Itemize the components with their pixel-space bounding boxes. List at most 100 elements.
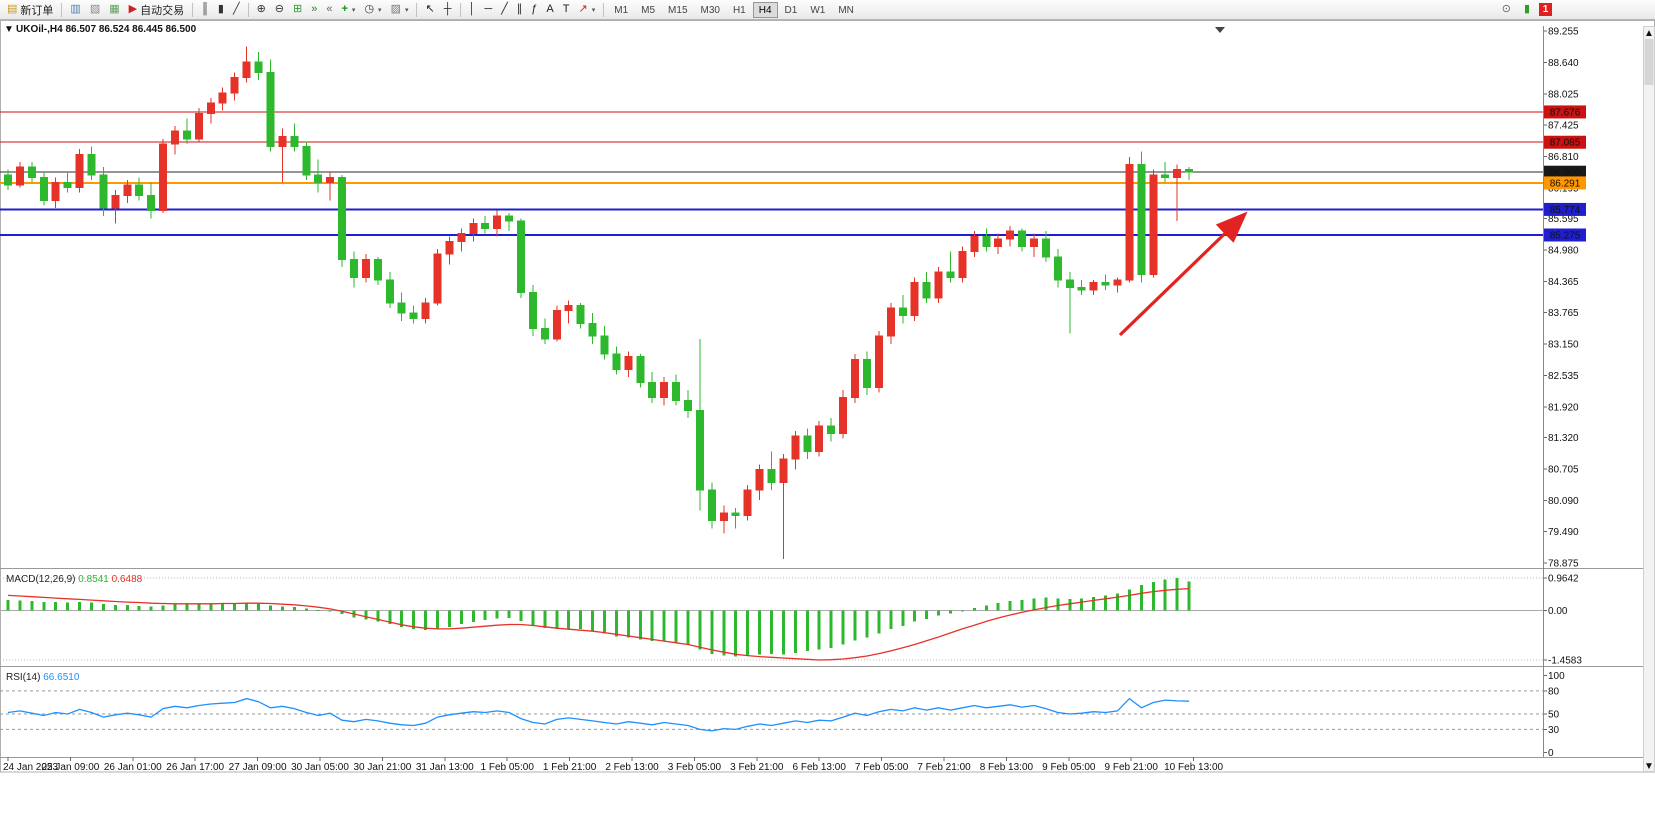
timeframe-m30-button[interactable]: M30: [700, 4, 720, 16]
price-badge-87.085: [1544, 135, 1586, 149]
candle-body: [922, 281, 931, 299]
toolbar-separator: [603, 2, 605, 17]
vertical-line-button[interactable]: │: [465, 1, 480, 18]
trendline-icon: ╱: [501, 3, 508, 15]
candle-body: [1173, 169, 1182, 178]
arrows-button[interactable]: ↗ ▾: [575, 1, 600, 18]
ohlc-bars-icon: ║: [201, 3, 209, 15]
line-chart-button[interactable]: ╱: [229, 1, 244, 18]
macd-histogram-bar: [1092, 597, 1096, 611]
crosshair-button[interactable]: ┼: [440, 1, 456, 18]
macd-histogram-bar: [770, 610, 774, 654]
candle-body: [4, 174, 12, 186]
templates-button[interactable]: ▨ ▾: [387, 1, 413, 18]
zoom-out-button[interactable]: ⊖: [271, 1, 288, 18]
time-axis-label: 24 Jan 2023: [3, 762, 58, 773]
search-button[interactable]: ⊙: [1498, 1, 1515, 18]
trendline-button[interactable]: ╱: [497, 1, 512, 18]
price-badge-label: 87.676: [1550, 107, 1581, 118]
channel-icon: ∥: [516, 3, 523, 15]
chart-shift-marker[interactable]: [1215, 27, 1225, 33]
scroll-up-icon[interactable]: ▲: [1644, 28, 1654, 39]
candle-body: [946, 271, 955, 278]
candle-body: [1125, 164, 1134, 281]
macd-histogram-bar: [519, 610, 523, 621]
timeframe-mn-button[interactable]: MN: [838, 4, 854, 16]
chart-symbol-header: UKOil-,H4 86.507 86.524 86.445 86.500: [16, 24, 197, 35]
candle-body: [278, 135, 287, 148]
macd-histogram-bar: [388, 610, 392, 625]
cursor-button[interactable]: ↖: [421, 1, 438, 18]
candle-body: [540, 328, 549, 340]
candlestick-series: [4, 46, 1194, 560]
collapse-indicators-icon[interactable]: ▼: [4, 24, 14, 35]
macd-histogram-bar: [376, 610, 380, 622]
toolbar-separator: [192, 2, 194, 17]
label-button[interactable]: T: [559, 1, 574, 18]
timeframe-m5-button[interactable]: M5: [641, 4, 656, 16]
candle-body: [600, 335, 609, 355]
new-order-button[interactable]: ▤ 新订单: [3, 1, 57, 18]
candle-body: [147, 194, 156, 212]
toolbar-separator: [247, 2, 249, 17]
time-axis-label: 26 Jan 17:00: [166, 762, 224, 773]
macd-histogram-bar: [1187, 581, 1191, 611]
arrows-icon: ↗: [578, 3, 588, 15]
macd-panel: 0.9642 0.00 -1.4583 MACD(12,26,9) 0.8541 0.…: [0, 573, 1582, 666]
timeframe-m15-button[interactable]: M15: [668, 4, 688, 16]
candle-body: [326, 176, 335, 183]
price-badge-85.774: [1544, 202, 1586, 216]
time-axis-label: 3 Feb 21:00: [730, 762, 784, 773]
time-axis-label: 25 Jan 09:00: [41, 762, 99, 773]
periods-button[interactable]: ◷ ▾: [360, 1, 385, 18]
notifications-badge[interactable]: 1: [1539, 3, 1552, 16]
timeframe-m1-button[interactable]: M1: [614, 4, 629, 16]
terminal-button[interactable]: ▦: [105, 1, 123, 18]
trend-arrow-annotation[interactable]: [1118, 211, 1248, 337]
macd-histogram-bar: [948, 610, 952, 614]
timeframe-h4-button[interactable]: H4: [752, 1, 778, 18]
candle-body: [361, 258, 370, 278]
timeframe-h1-button[interactable]: H1: [732, 4, 746, 16]
price-badge-86.500: [1544, 165, 1586, 179]
macd-histogram-bar: [531, 610, 535, 625]
macd-histogram-bar: [555, 610, 559, 630]
community-button[interactable]: ▮: [1520, 1, 1534, 18]
macd-histogram-bar: [1175, 577, 1179, 611]
price-tick-label: 87.425: [1548, 120, 1579, 131]
bars-chart-button[interactable]: ║: [197, 1, 213, 18]
macd-histogram-bar: [662, 610, 666, 642]
cursor-icon: ↖: [425, 3, 435, 15]
tile-windows-button[interactable]: ⊞: [289, 1, 306, 18]
fibonacci-button[interactable]: ƒ: [527, 1, 541, 18]
scrollbar-thumb[interactable]: [1644, 39, 1654, 85]
indicators-button[interactable]: + ▾: [337, 1, 359, 18]
horizontal-line-button[interactable]: ─: [480, 1, 496, 18]
candle-body: [445, 240, 454, 255]
time-axis-label: 30 Jan 21:00: [353, 762, 411, 773]
chart-shift-button[interactable]: «: [322, 1, 336, 18]
candles-chart-button[interactable]: ▮: [214, 1, 228, 18]
scrollbar-track[interactable]: [1643, 26, 1655, 772]
price-tick-label: 82.535: [1548, 371, 1579, 382]
zoom-in-button[interactable]: ⊕: [253, 1, 270, 18]
market-watch-button[interactable]: ▥: [66, 1, 84, 18]
text-button[interactable]: A: [542, 1, 557, 18]
macd-histogram-bar: [877, 610, 881, 634]
channel-button[interactable]: ∥: [513, 1, 527, 18]
auto-scroll-button[interactable]: »: [307, 1, 321, 18]
macd-histogram-bar: [268, 605, 272, 611]
candle-body: [302, 146, 311, 176]
timeframe-d1-button[interactable]: D1: [784, 4, 798, 16]
vertical-scrollbar[interactable]: ▲▼: [1643, 26, 1655, 773]
macd-histogram-bar: [1104, 595, 1108, 611]
navigator-button[interactable]: ▧: [86, 1, 104, 18]
autotrading-button[interactable]: ▶ 自动交易: [125, 1, 188, 18]
candle-body: [230, 76, 239, 94]
price-badge-86.291: [1544, 176, 1586, 190]
scroll-down-icon[interactable]: ▼: [1644, 761, 1654, 772]
macd-histogram-bar: [1115, 593, 1119, 611]
candle-body: [516, 220, 525, 294]
candle-body: [695, 410, 704, 491]
timeframe-w1-button[interactable]: W1: [810, 4, 826, 16]
